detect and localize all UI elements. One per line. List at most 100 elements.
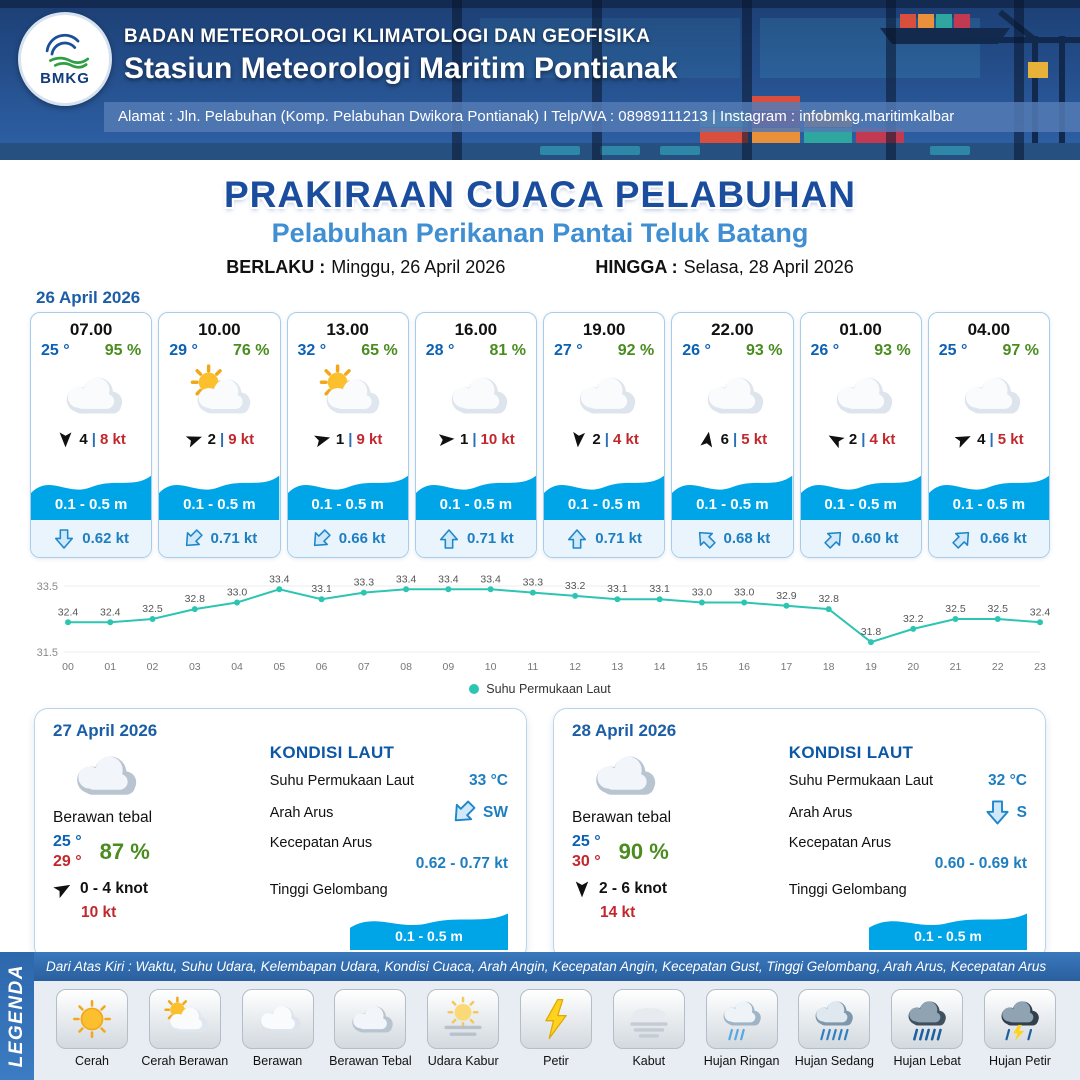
svg-text:31.8: 31.8 bbox=[861, 626, 882, 638]
wave-height-box: 0.1 - 0.5 m bbox=[350, 904, 508, 950]
humidity: 90 % bbox=[618, 839, 669, 864]
legend-dot-icon bbox=[469, 684, 480, 694]
wind-direction-icon bbox=[822, 427, 848, 453]
separator: | bbox=[861, 431, 866, 448]
svg-text:33.0: 33.0 bbox=[227, 587, 248, 599]
svg-text:32.5: 32.5 bbox=[988, 603, 1009, 615]
svg-text:17: 17 bbox=[781, 661, 793, 673]
svg-text:33.2: 33.2 bbox=[565, 580, 586, 592]
svg-text:12: 12 bbox=[569, 661, 581, 673]
air-temperature: 27 ° bbox=[554, 342, 583, 359]
wind-row: 6 | 5 kt bbox=[698, 430, 767, 449]
wind-speed: 4 bbox=[79, 431, 88, 448]
fog-icon bbox=[612, 989, 685, 1049]
station-name: Stasiun Meteorologi Maritim Pontianak bbox=[124, 52, 678, 85]
sst-label: Suhu Permukaan Laut bbox=[269, 773, 415, 789]
svg-text:16: 16 bbox=[738, 661, 750, 673]
haze-icon bbox=[427, 989, 500, 1049]
humidity: 87 % bbox=[99, 839, 150, 864]
wind-speed: 1 bbox=[335, 431, 345, 448]
current-row: 0.62 kt bbox=[31, 520, 152, 557]
wind-direction-icon bbox=[56, 430, 75, 449]
time-label: 01.00 bbox=[839, 320, 882, 339]
legend-item: Berawan Tebal bbox=[326, 989, 414, 1068]
gust-speed: 14 kt bbox=[600, 904, 636, 921]
air-temperature: 26 ° bbox=[810, 342, 840, 359]
legend-item: Hujan Petir bbox=[976, 989, 1064, 1068]
svg-text:32.8: 32.8 bbox=[185, 593, 206, 605]
air-temperature: 32 ° bbox=[297, 342, 327, 359]
sst-label: Suhu Permukaan Laut bbox=[788, 773, 934, 789]
wind-range: 2 - 6 knot bbox=[599, 880, 668, 897]
sst-value: 32 °C bbox=[988, 772, 1027, 789]
air-temperature: 25 ° bbox=[41, 342, 70, 359]
wave-height: 0.1 - 0.5 m bbox=[824, 496, 897, 513]
day-summary-card: 28 April 2026 Berawan tebal 25 ° 30 ° 90… bbox=[553, 708, 1046, 960]
day-summary-card: 27 April 2026 Berawan tebal 25 ° 29 ° 87… bbox=[34, 708, 527, 960]
weather-icon bbox=[439, 362, 513, 428]
svg-text:08: 08 bbox=[400, 661, 412, 673]
day-summary-row: 27 April 2026 Berawan tebal 25 ° 29 ° 87… bbox=[0, 708, 1080, 960]
wind-row: 2 | 9 kt bbox=[185, 430, 254, 449]
current-row: 0.66 kt bbox=[287, 520, 408, 557]
svg-text:11: 11 bbox=[527, 661, 538, 673]
time-label: 10.00 bbox=[198, 320, 241, 339]
forecast-card: 04.00 25 ° 97 % 4 | 5 kt 0.1 - 0.5 m 0.66… bbox=[927, 312, 1050, 558]
wind-row: 4 | 5 kt bbox=[954, 430, 1024, 449]
page-title: PRAKIRAAN CUACA PELABUHAN bbox=[223, 174, 857, 215]
current-speed: 0.60 - 0.69 kt bbox=[934, 855, 1027, 872]
legend-item: Berawan bbox=[234, 989, 322, 1068]
current-speed: 0.60 kt bbox=[851, 530, 899, 547]
gust-speed: 5 kt bbox=[997, 431, 1024, 448]
svg-text:00: 00 bbox=[62, 661, 74, 673]
separator: | bbox=[604, 431, 609, 448]
separator: | bbox=[91, 431, 96, 448]
humidity: 97 % bbox=[1002, 342, 1039, 359]
svg-text:33.4: 33.4 bbox=[480, 573, 501, 585]
svg-text:32.5: 32.5 bbox=[945, 603, 966, 615]
svg-text:10: 10 bbox=[485, 661, 497, 673]
wind-row: 4 | 8 kt bbox=[56, 430, 126, 449]
svg-text:33.1: 33.1 bbox=[311, 583, 332, 595]
valid-from: BERLAKU : Minggu, 26 April 2026 bbox=[226, 257, 506, 277]
wave-height-box: 0.1 - 0.5 m bbox=[31, 464, 152, 520]
gust-speed: 9 kt bbox=[356, 431, 383, 448]
svg-text:13: 13 bbox=[612, 661, 624, 673]
wave-height: 0.1 - 0.5 m bbox=[696, 496, 769, 513]
wind-row: 1 | 9 kt bbox=[313, 430, 382, 449]
forecast-card: 13.00 32 ° 65 % 1 | 9 kt 0.1 - 0.5 m 0.66… bbox=[286, 312, 409, 558]
wind-speed: 2 bbox=[848, 431, 858, 448]
current-direction-icon bbox=[818, 523, 849, 554]
wind-speed: 1 bbox=[460, 431, 469, 448]
separator: | bbox=[733, 431, 738, 448]
time-label: 22.00 bbox=[711, 320, 754, 339]
current-direction-icon bbox=[566, 528, 588, 550]
wave-height: 0.1 - 0.5 m bbox=[311, 496, 384, 513]
moderate-rain-icon bbox=[798, 989, 871, 1049]
current-speed: 0.62 kt bbox=[82, 530, 129, 547]
air-temperature: 26 ° bbox=[682, 342, 711, 359]
wind-speed: 4 bbox=[977, 431, 986, 448]
wave-height-box: 0.1 - 0.5 m bbox=[415, 464, 536, 520]
lightning-icon bbox=[519, 989, 592, 1049]
svg-text:31.5: 31.5 bbox=[37, 647, 58, 659]
air-temperature: 25 ° bbox=[938, 342, 968, 359]
svg-text:32.9: 32.9 bbox=[776, 590, 797, 602]
wave-height-box: 0.1 - 0.5 m bbox=[800, 464, 921, 520]
forecast-card: 19.00 27 ° 92 % 2 | 4 kt 0.1 - 0.5 m 0.71… bbox=[543, 312, 666, 558]
cloud-icon bbox=[241, 989, 314, 1049]
day-weather-column: Berawan tebal 25 ° 29 ° 87 % 0 - 4 knot … bbox=[53, 743, 258, 950]
wave-height: 0.1 - 0.5 m bbox=[183, 496, 256, 513]
weather-description: Berawan tebal bbox=[572, 809, 672, 826]
current-speed: 0.71 kt bbox=[467, 530, 514, 547]
svg-text:21: 21 bbox=[950, 661, 962, 673]
wind-direction-icon bbox=[311, 428, 334, 451]
gust-speed: 9 kt bbox=[228, 431, 255, 448]
chart-legend-label: Suhu Permukaan Laut bbox=[486, 682, 611, 696]
validity-period: BERLAKU : Minggu, 26 April 2026 HINGGA :S… bbox=[0, 257, 1080, 278]
svg-text:05: 05 bbox=[273, 661, 285, 673]
bmkg-logo-mark bbox=[45, 33, 90, 69]
wind-direction-icon bbox=[49, 875, 76, 902]
forecast-card: 16.00 28 ° 81 % 1 | 10 kt 0.1 - 0.5 m 0.7… bbox=[414, 312, 537, 558]
